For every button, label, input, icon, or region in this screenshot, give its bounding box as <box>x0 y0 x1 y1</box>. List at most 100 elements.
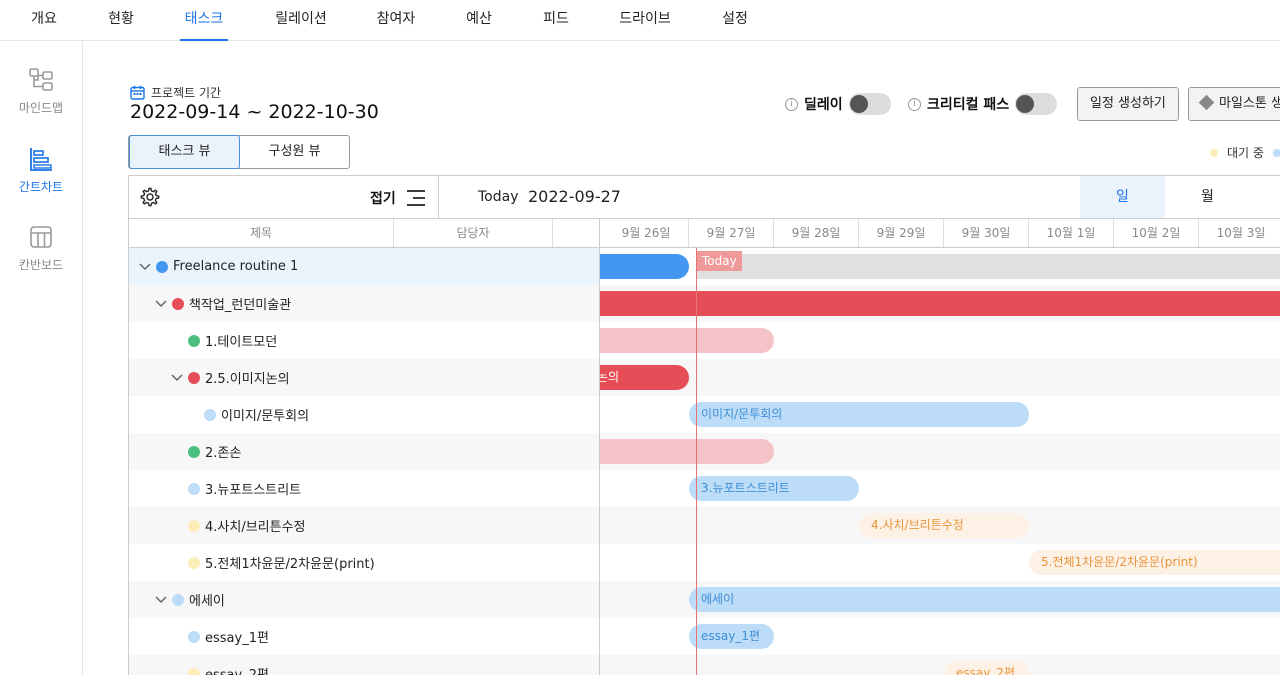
assignee-column-header[interactable]: 담당자 <box>394 219 553 247</box>
task-title-cell[interactable]: 1.테이트모던 <box>129 322 599 359</box>
tab-drive[interactable]: 드라이브 <box>619 11 671 27</box>
toolbar-divider <box>438 176 439 219</box>
task-title-cell[interactable]: essay_1편 <box>129 618 599 655</box>
task-bar[interactable]: essay_1편 <box>689 624 774 649</box>
task-row[interactable]: Freelance routine 1 <box>129 248 1280 285</box>
date-column-header: 10월 2일 <box>1114 219 1199 247</box>
task-row[interactable]: 2.5.이미지논의 <box>129 359 1280 396</box>
task-status-dot <box>188 630 200 643</box>
gantt-chart: 접기 Today 2022-09-27 일 월 제목 담당자 9월 26일 9월 … <box>128 175 1280 675</box>
summary-remaining-track <box>696 254 1280 279</box>
sidebar-item-mindmap[interactable]: 마인드맵 <box>0 67 82 137</box>
top-navigation: 개요 현황 태스크 릴레이션 참여자 예산 피드 드라이브 설정 <box>0 0 1280 41</box>
chevron-down-icon[interactable] <box>139 262 151 271</box>
calendar-icon <box>130 85 145 100</box>
chevron-down-icon[interactable] <box>171 373 183 382</box>
task-view-button[interactable]: 태스크 뷰 <box>129 135 240 169</box>
task-title-cell[interactable]: 책작업_런던미술관 <box>129 285 599 322</box>
task-title-cell[interactable]: 에세이 <box>129 581 599 618</box>
chevron-down-icon[interactable] <box>155 595 167 604</box>
generate-schedule-button[interactable]: 일정 생성하기 <box>1077 87 1179 121</box>
task-title: Freelance routine 1 <box>173 259 299 274</box>
critical-path-toggle[interactable] <box>1015 93 1058 115</box>
task-row[interactable]: 5.전체1차윤문/2차윤문(print) <box>129 544 1280 581</box>
tab-settings[interactable]: 설정 <box>722 11 748 27</box>
sidebar-item-kanban[interactable]: 칸반보드 <box>0 224 82 294</box>
task-title-cell[interactable]: 5.전체1차윤문/2차윤문(print) <box>129 544 599 581</box>
sidebar-item-gantt[interactable]: 간트차트 <box>0 146 82 216</box>
task-bar[interactable]: 2.5.이미지논의 <box>600 365 689 390</box>
legend-waiting-label: 대기 중 <box>1227 146 1264 160</box>
task-title: 2.5.이미지논의 <box>205 372 290 387</box>
tab-budget[interactable]: 예산 <box>466 11 492 27</box>
task-bar[interactable]: essay_2편 <box>944 661 1029 675</box>
sidebar-item-label: 마인드맵 <box>18 101 64 115</box>
task-bar[interactable] <box>600 328 774 353</box>
task-status-dot <box>188 667 200 675</box>
project-period-range: 2022-09-14 ~ 2022-10-30 <box>130 101 379 123</box>
task-bar[interactable] <box>600 291 1280 316</box>
task-title: essay_2편 <box>205 664 269 675</box>
scale-month-button[interactable]: 월 <box>1201 189 1214 205</box>
task-row[interactable]: 3.뉴포트스트리트 <box>129 470 1280 507</box>
task-status-dot <box>188 556 200 569</box>
tab-participants[interactable]: 참여자 <box>376 11 416 27</box>
info-icon[interactable]: i <box>785 97 798 111</box>
task-title: 2.존손 <box>205 446 242 461</box>
task-title-cell[interactable]: 3.뉴포트스트리트 <box>129 470 599 507</box>
task-status-dot <box>172 297 184 310</box>
date-column-header: 9월 27일 <box>689 219 774 247</box>
delay-toggle[interactable] <box>848 93 891 115</box>
title-column-header[interactable]: 제목 <box>129 219 394 247</box>
task-title-cell[interactable]: 이미지/문투회의 <box>129 396 599 433</box>
date-column-header: 9월 30일 <box>944 219 1029 247</box>
view-sidebar: 마인드맵 간트차트 칸반보드 <box>0 41 83 675</box>
fold-button[interactable]: 접기 <box>370 188 426 208</box>
task-bar[interactable] <box>600 254 689 279</box>
task-title-cell[interactable]: 4.사치/브리튼수정 <box>129 507 599 544</box>
info-icon[interactable]: i <box>908 97 921 111</box>
task-title-cell[interactable]: 2.5.이미지논의 <box>129 359 599 396</box>
today-line <box>696 248 697 675</box>
scale-day-button[interactable]: 일 <box>1080 176 1165 218</box>
delay-toggle-group: i 딜레이 <box>785 93 891 115</box>
task-bar[interactable]: 이미지/문투회의 <box>689 402 1029 427</box>
task-title-cell[interactable]: essay_2편 <box>129 655 599 675</box>
task-bar[interactable]: 에세이 <box>689 587 1280 612</box>
task-row[interactable]: 1.테이트모던 <box>129 322 1280 359</box>
member-view-button[interactable]: 구성원 뷰 <box>268 144 321 159</box>
pane-splitter[interactable] <box>599 219 600 675</box>
task-bar[interactable] <box>600 439 774 464</box>
task-status-dot <box>188 334 200 347</box>
gear-icon[interactable] <box>139 186 161 208</box>
task-row[interactable]: essay_1편 <box>129 618 1280 655</box>
delay-label: 딜레이 <box>804 97 843 113</box>
task-status-dot <box>188 445 200 458</box>
tab-feed[interactable]: 피드 <box>543 11 569 27</box>
task-row[interactable]: 4.사치/브리튼수정 <box>129 507 1280 544</box>
task-title-cell[interactable]: Freelance routine 1 <box>129 248 599 285</box>
today-button[interactable]: Today <box>478 189 519 205</box>
task-bar[interactable]: 3.뉴포트스트리트 <box>689 476 859 501</box>
date-column-header: 10월 1일 <box>1029 219 1114 247</box>
create-milestone-button[interactable]: 마일스톤 생성 <box>1188 87 1280 121</box>
tab-tasks[interactable]: 태스크 <box>180 0 228 41</box>
tab-overview[interactable]: 개요 <box>31 11 57 27</box>
sidebar-item-label: 칸반보드 <box>18 258 64 272</box>
tab-status[interactable]: 현황 <box>108 11 134 27</box>
task-title: 책작업_런던미술관 <box>189 298 292 313</box>
task-title: 에세이 <box>189 594 225 609</box>
task-bar[interactable]: 5.전체1차윤문/2차윤문(print) <box>1029 550 1280 575</box>
tab-relations[interactable]: 릴레이션 <box>275 11 327 27</box>
date-column-header: 9월 29일 <box>859 219 944 247</box>
task-bar[interactable]: 4.사치/브리튼수정 <box>859 513 1029 538</box>
task-title: 3.뉴포트스트리트 <box>205 483 302 498</box>
task-status-dot <box>188 482 200 495</box>
date-column-header: 10월 3일 <box>1199 219 1280 247</box>
task-title-cell[interactable]: 2.존손 <box>129 433 599 470</box>
task-status-dot <box>156 260 168 273</box>
task-title: 4.사치/브리튼수정 <box>205 520 306 535</box>
generate-schedule-label: 일정 생성하기 <box>1090 96 1166 111</box>
task-row[interactable]: 이미지/문투회의 <box>129 396 1280 433</box>
chevron-down-icon[interactable] <box>155 299 167 308</box>
